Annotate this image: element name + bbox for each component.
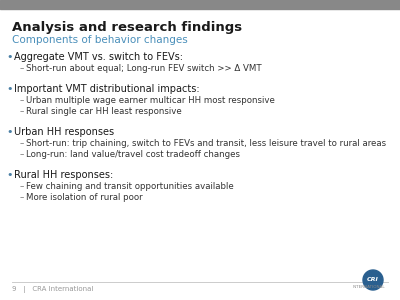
Text: CRI: CRI bbox=[367, 277, 379, 282]
Text: •: • bbox=[7, 170, 13, 180]
Text: Few chaining and transit opportunities available: Few chaining and transit opportunities a… bbox=[26, 182, 234, 191]
Bar bbox=[0, 0, 400, 9]
Text: Short-run about equal; Long-run FEV switch >> Δ VMT: Short-run about equal; Long-run FEV swit… bbox=[26, 64, 262, 73]
Text: Short-run: trip chaining, switch to FEVs and transit, less leisure travel to rur: Short-run: trip chaining, switch to FEVs… bbox=[26, 139, 386, 148]
Text: Long-run: land value/travel cost tradeoff changes: Long-run: land value/travel cost tradeof… bbox=[26, 150, 240, 159]
Text: •: • bbox=[7, 127, 13, 137]
Text: –: – bbox=[20, 150, 24, 159]
Text: Urban multiple wage earner multicar HH most responsive: Urban multiple wage earner multicar HH m… bbox=[26, 96, 275, 105]
Text: INTERNATIONAL: INTERNATIONAL bbox=[352, 285, 385, 289]
Text: Analysis and research findings: Analysis and research findings bbox=[12, 21, 242, 34]
Text: Important VMT distributional impacts:: Important VMT distributional impacts: bbox=[14, 84, 200, 94]
Text: –: – bbox=[20, 96, 24, 105]
Text: Aggregate VMT vs. switch to FEVs:: Aggregate VMT vs. switch to FEVs: bbox=[14, 52, 183, 62]
Text: Urban HH responses: Urban HH responses bbox=[14, 127, 114, 137]
Text: 9   |   CRA International: 9 | CRA International bbox=[12, 286, 93, 293]
Text: Rural single car HH least responsive: Rural single car HH least responsive bbox=[26, 107, 182, 116]
Text: –: – bbox=[20, 64, 24, 73]
Text: More isolation of rural poor: More isolation of rural poor bbox=[26, 193, 143, 202]
Text: •: • bbox=[7, 84, 13, 94]
Text: Rural HH responses:: Rural HH responses: bbox=[14, 170, 113, 180]
Text: –: – bbox=[20, 182, 24, 191]
Text: Components of behavior changes: Components of behavior changes bbox=[12, 35, 188, 45]
Text: –: – bbox=[20, 193, 24, 202]
Text: •: • bbox=[7, 52, 13, 62]
Text: –: – bbox=[20, 139, 24, 148]
Text: –: – bbox=[20, 107, 24, 116]
Circle shape bbox=[363, 270, 383, 290]
